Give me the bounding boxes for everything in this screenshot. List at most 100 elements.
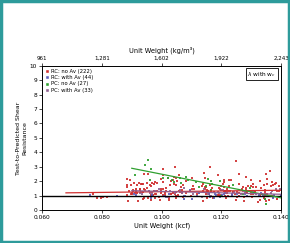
Point <box>149 196 153 200</box>
Point <box>243 175 248 179</box>
Point <box>217 179 222 183</box>
Point <box>224 188 229 191</box>
Point <box>139 192 144 196</box>
Point <box>148 191 153 195</box>
Point <box>135 183 140 187</box>
Point <box>140 190 145 194</box>
Point <box>133 173 137 176</box>
Point <box>180 191 184 195</box>
Point <box>90 192 95 196</box>
Point <box>265 194 269 198</box>
Point <box>254 192 258 196</box>
Point <box>164 186 168 190</box>
Point <box>174 176 178 180</box>
Point <box>155 189 159 193</box>
Point <box>137 188 142 192</box>
Point <box>148 193 153 197</box>
Point <box>183 194 188 198</box>
Point <box>252 189 257 192</box>
Point <box>173 192 177 196</box>
Point <box>190 176 195 180</box>
Point <box>150 181 155 185</box>
Point <box>220 193 225 197</box>
Point <box>138 187 143 191</box>
Point <box>200 189 205 193</box>
Point <box>274 197 279 201</box>
Point <box>233 192 238 196</box>
Point <box>177 176 182 180</box>
Point <box>142 172 147 176</box>
Point <box>201 182 205 186</box>
Point <box>278 188 282 191</box>
Point <box>137 191 142 195</box>
Point <box>270 180 275 184</box>
Point <box>164 195 168 199</box>
Point <box>263 193 267 197</box>
Point <box>244 186 248 190</box>
Point <box>151 193 155 197</box>
Point <box>127 178 132 182</box>
Point <box>248 178 253 182</box>
Point <box>133 191 137 195</box>
Point <box>160 187 165 191</box>
Point <box>178 190 182 194</box>
Legend: RC: no Av (222), RC: with Av (44), PC: no Av (27), PC: with Av (33): RC: no Av (222), RC: with Av (44), PC: n… <box>44 67 95 94</box>
Point <box>154 192 159 196</box>
Point <box>274 181 278 185</box>
Point <box>176 193 181 197</box>
Point <box>269 184 274 188</box>
Point <box>233 198 238 202</box>
Point <box>231 183 236 187</box>
Point <box>194 181 199 184</box>
Point <box>228 190 233 193</box>
Point <box>215 193 220 197</box>
Point <box>180 195 185 199</box>
Point <box>233 159 238 163</box>
Point <box>201 187 206 191</box>
Point <box>153 180 157 184</box>
Point <box>115 194 119 198</box>
Point <box>141 182 145 186</box>
Point <box>272 193 277 197</box>
Point <box>131 181 136 185</box>
Point <box>166 192 171 196</box>
Point <box>209 194 214 198</box>
Point <box>205 196 209 200</box>
Point <box>129 191 134 195</box>
Point <box>154 181 159 185</box>
Point <box>223 194 227 198</box>
Point <box>142 188 147 191</box>
Point <box>239 192 243 196</box>
Point <box>137 181 141 185</box>
Point <box>271 183 276 187</box>
X-axis label: Unit Weight (kg/m³): Unit Weight (kg/m³) <box>129 47 195 54</box>
Point <box>275 189 279 193</box>
Point <box>249 190 253 194</box>
Point <box>160 173 165 177</box>
Point <box>172 175 177 179</box>
Point <box>148 198 153 202</box>
Point <box>225 191 229 195</box>
Text: Figure 4. Test-to-predicted shear resistance compared: Figure 4. Test-to-predicted shear resist… <box>7 13 225 22</box>
Point <box>164 189 168 193</box>
Point <box>161 194 166 198</box>
Point <box>218 194 223 198</box>
Point <box>128 192 133 196</box>
Point <box>166 176 170 180</box>
Point <box>206 191 211 195</box>
Point <box>236 182 241 186</box>
Point <box>251 191 256 195</box>
Point <box>161 180 165 183</box>
Point <box>161 166 166 170</box>
Point <box>247 186 252 190</box>
Point <box>259 191 263 194</box>
Point <box>209 188 214 192</box>
Point <box>251 182 255 186</box>
Point <box>207 183 212 187</box>
Point <box>277 184 281 188</box>
Point <box>207 194 212 198</box>
Point <box>256 193 261 197</box>
Point <box>159 177 164 181</box>
Point <box>168 183 172 187</box>
Point <box>142 196 147 200</box>
